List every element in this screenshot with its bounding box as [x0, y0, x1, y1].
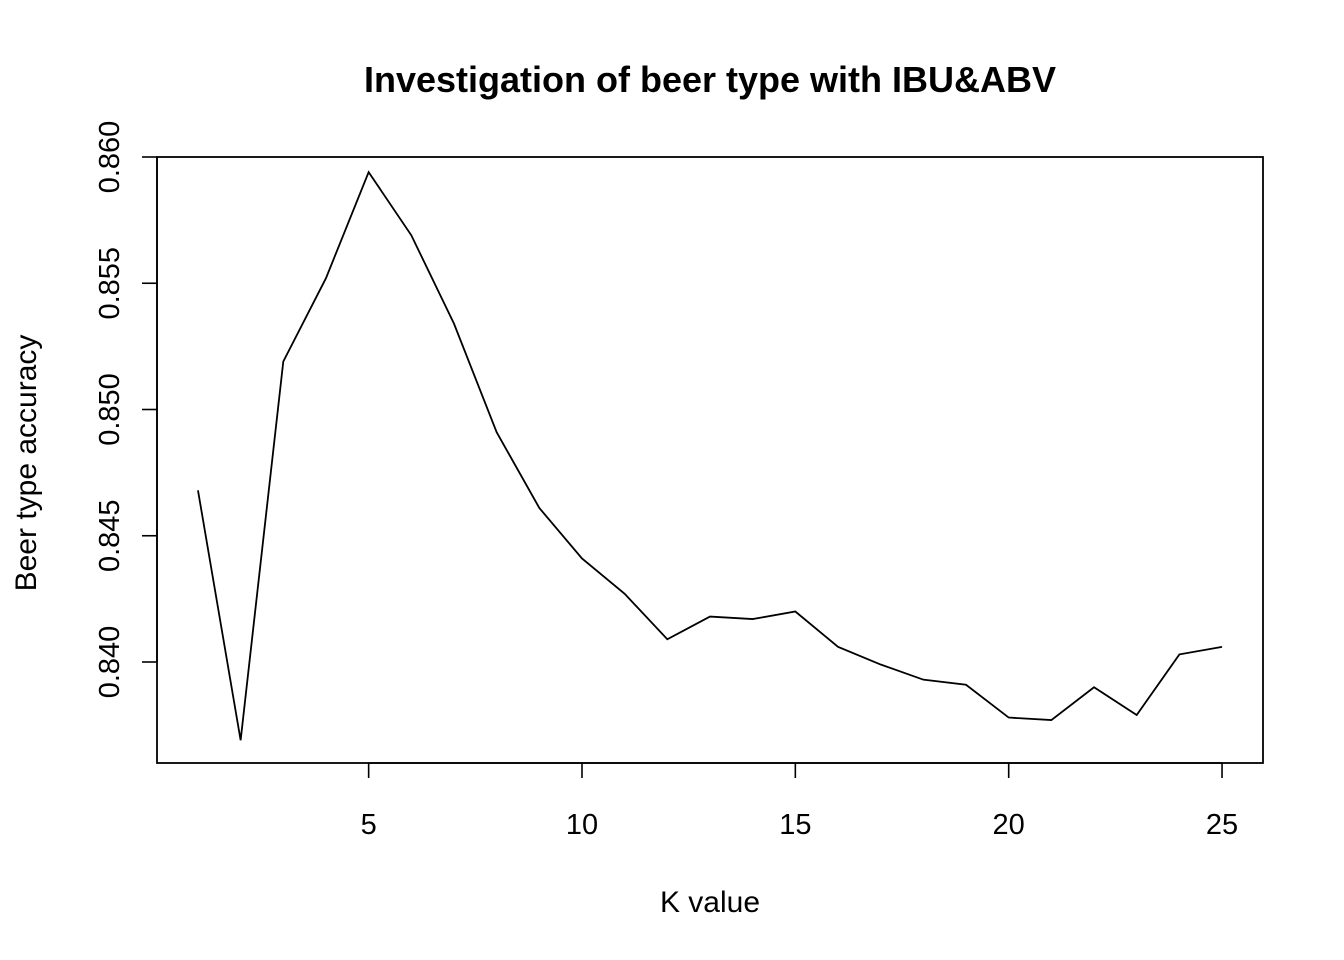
- y-axis-label: Beer type accuracy: [10, 335, 43, 592]
- data-point: [538, 507, 540, 509]
- y-tick-label: 0.840: [94, 626, 126, 699]
- data-point: [1093, 686, 1095, 688]
- data-point: [496, 431, 498, 433]
- chart-title: Investigation of beer type with IBU&ABV: [364, 59, 1056, 100]
- data-point: [837, 646, 839, 648]
- series-line: [197, 170, 1223, 741]
- data-point: [581, 558, 583, 560]
- y-tick-label: 0.850: [94, 373, 126, 446]
- x-tick-label: 20: [993, 809, 1025, 841]
- data-point: [325, 277, 327, 279]
- x-tick-label: 5: [361, 809, 377, 841]
- x-tick-label: 10: [566, 809, 598, 841]
- data-point: [240, 739, 242, 741]
- data-point: [1008, 717, 1010, 719]
- x-tick-label: 15: [779, 809, 811, 841]
- data-point: [709, 616, 711, 618]
- data-point: [752, 618, 754, 620]
- plot-area-frame: [156, 156, 1264, 764]
- data-point: [1221, 646, 1223, 648]
- data-point: [453, 323, 455, 325]
- data-point: [1178, 654, 1180, 656]
- data-point: [794, 611, 796, 613]
- data-point: [965, 684, 967, 686]
- x-axis-label: K value: [660, 886, 760, 919]
- x-tick-label: 25: [1206, 809, 1238, 841]
- data-point: [624, 593, 626, 595]
- x-axis: 5 10 15 20 25: [361, 762, 1238, 841]
- data-point: [282, 361, 284, 363]
- data-point: [922, 679, 924, 681]
- data-point: [368, 171, 370, 173]
- data-point: [1050, 719, 1052, 721]
- data-point: [880, 664, 882, 666]
- data-point: [197, 489, 199, 491]
- data-point: [666, 638, 668, 640]
- series-group: [197, 170, 1223, 741]
- y-tick-label: 0.860: [94, 121, 126, 194]
- data-point: [410, 234, 412, 236]
- y-tick-label: 0.855: [94, 247, 126, 320]
- data-point: [1136, 714, 1138, 716]
- y-tick-label: 0.845: [94, 499, 126, 572]
- y-axis: 0.840 0.845 0.850 0.855 0.860: [94, 121, 158, 699]
